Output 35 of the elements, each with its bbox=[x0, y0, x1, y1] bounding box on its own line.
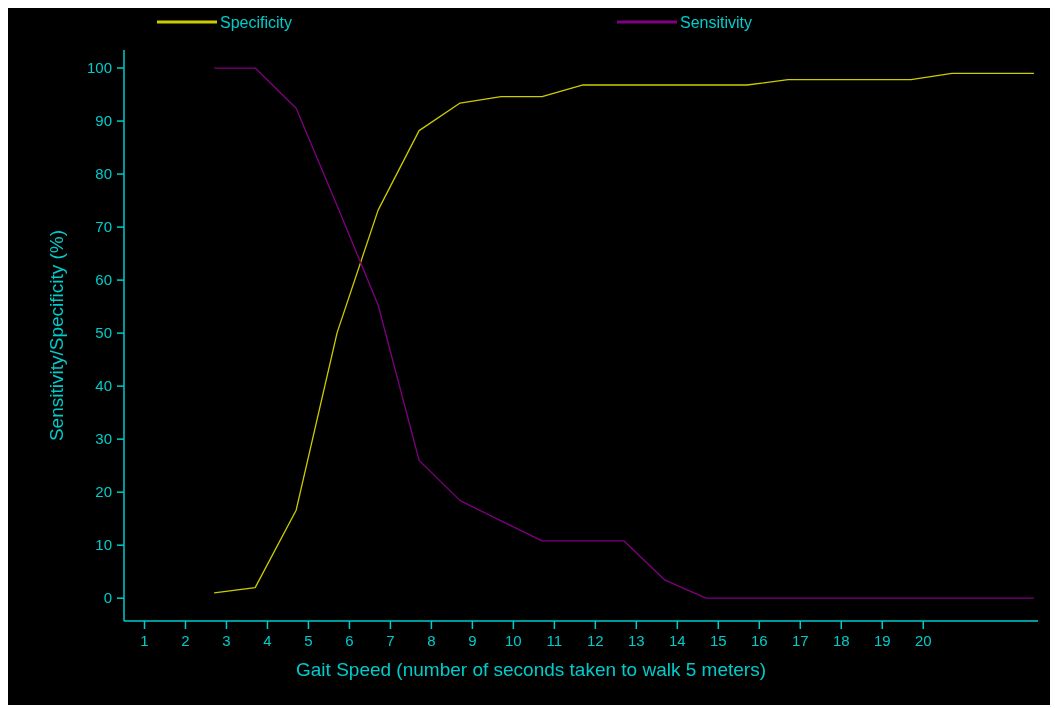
x-tick-label: 17 bbox=[791, 632, 809, 649]
y-tick-label: 90 bbox=[95, 112, 112, 130]
x-tick-label: 10 bbox=[505, 632, 522, 649]
x-tick-label: 18 bbox=[832, 632, 850, 649]
x-tick-label: 1 bbox=[140, 632, 149, 649]
y-tick-label: 30 bbox=[95, 430, 112, 448]
x-tick-label: 6 bbox=[345, 632, 354, 649]
x-tick-label: 14 bbox=[668, 632, 686, 649]
x-tick-label: 19 bbox=[873, 632, 891, 649]
x-tick-label: 15 bbox=[709, 632, 727, 649]
x-tick-label: 8 bbox=[427, 632, 436, 649]
y-tick-label: 60 bbox=[95, 271, 112, 289]
y-tick-label: 10 bbox=[95, 536, 112, 554]
y-tick-label: 0 bbox=[103, 589, 112, 607]
x-tick-label: 20 bbox=[914, 632, 932, 649]
legend-label: Sensitivity bbox=[680, 13, 753, 31]
x-tick-label: 3 bbox=[222, 632, 231, 649]
x-tick-label: 12 bbox=[587, 632, 604, 649]
y-tick-label: 80 bbox=[95, 165, 112, 183]
x-tick-label: 5 bbox=[304, 632, 313, 649]
y-tick-label: 50 bbox=[95, 324, 112, 342]
x-tick-label: 4 bbox=[263, 632, 272, 649]
x-axis-title: Gait Speed (number of seconds taken to walk 5 meters) bbox=[296, 659, 766, 680]
x-tick-label: 7 bbox=[386, 632, 395, 649]
x-tick-label: 16 bbox=[750, 632, 768, 649]
x-tick-label: 2 bbox=[181, 632, 190, 649]
legend-label: Specificity bbox=[220, 13, 293, 31]
y-tick-label: 40 bbox=[95, 377, 112, 395]
x-tick-label: 9 bbox=[468, 632, 477, 649]
y-tick-label: 20 bbox=[95, 483, 112, 501]
x-tick-label: 13 bbox=[627, 632, 645, 649]
y-tick-label: 100 bbox=[86, 59, 112, 77]
y-axis-title: Sensitivity/Specificity (%) bbox=[46, 229, 67, 442]
x-tick-label: 11 bbox=[546, 632, 563, 649]
y-tick-label: 70 bbox=[95, 218, 112, 236]
